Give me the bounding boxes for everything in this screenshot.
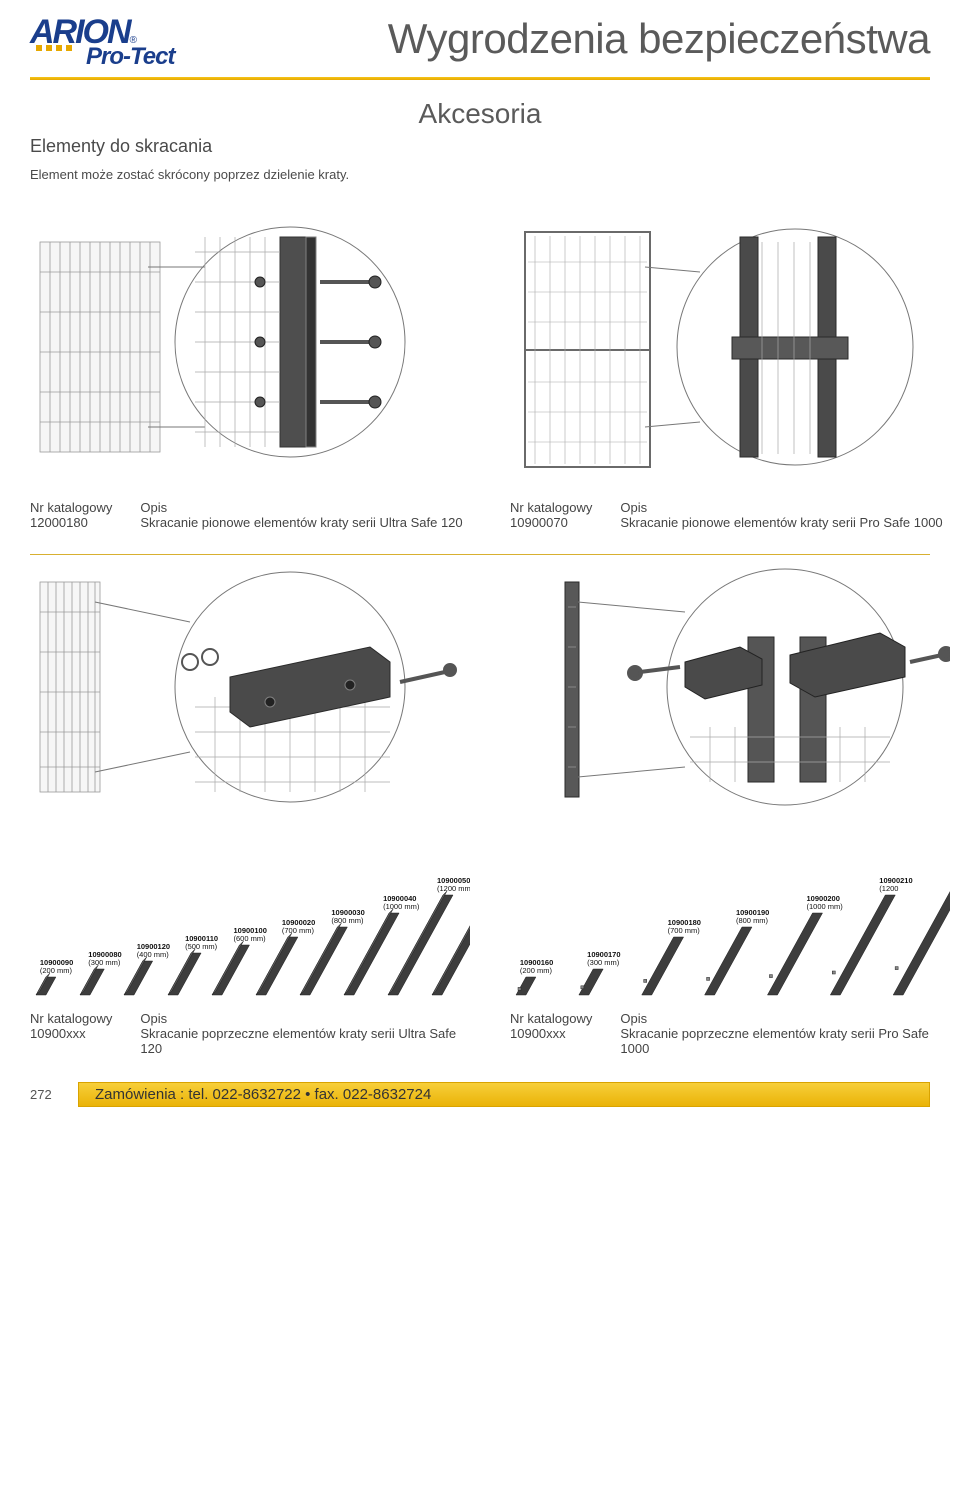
opis-label: Opis	[140, 500, 462, 515]
svg-text:(1200 mm): (1200 mm)	[437, 884, 470, 893]
figure-pro-safe-horizontal	[510, 567, 950, 817]
svg-text:(1200: (1200	[879, 884, 898, 893]
svg-text:(700 mm): (700 mm)	[668, 926, 701, 935]
shortening-heading: Elementy do skracania	[30, 136, 930, 157]
opis-value: Skracanie pionowe elementów kraty serii …	[140, 515, 462, 530]
brand-logo: ARION ® Pro-Tect	[30, 15, 174, 69]
svg-text:(1000 mm): (1000 mm)	[383, 902, 420, 911]
nr-value: 12000180	[30, 515, 112, 530]
svg-text:(300 mm): (300 mm)	[88, 958, 121, 967]
figure-ultra-safe-vertical	[30, 212, 470, 492]
section-title: Akcesoria	[30, 98, 930, 130]
logo-subline: Pro-Tect	[86, 45, 174, 69]
opis-label: Opis	[140, 1011, 470, 1026]
svg-text:(200 mm): (200 mm)	[520, 966, 553, 975]
svg-text:(500 mm): (500 mm)	[185, 942, 218, 951]
opis-label: Opis	[620, 1011, 950, 1026]
opis-value: Skracanie poprzeczne elementów kraty ser…	[140, 1026, 470, 1056]
svg-text:(600 mm): (600 mm)	[234, 934, 267, 943]
shortening-desc: Element może zostać skrócony poprzez dzi…	[30, 167, 930, 182]
figure-ultra-safe-horizontal	[30, 567, 470, 817]
opis-value: Skracanie pionowe elementów kraty serii …	[620, 515, 942, 530]
svg-text:(400 mm): (400 mm)	[137, 950, 170, 959]
figure-pro-safe-vertical	[510, 212, 950, 492]
nr-value: 10900xxx	[510, 1026, 592, 1041]
nr-value: 10900070	[510, 515, 592, 530]
footer-contact: Zamówienia : tel. 022-8632722 • fax. 022…	[78, 1082, 930, 1107]
nr-label: Nr katalogowy	[30, 500, 112, 515]
svg-text:(200 mm): (200 mm)	[40, 966, 73, 975]
svg-text:(1000 mm): (1000 mm)	[807, 902, 844, 911]
bar-series-right: 10900160(200 mm)10900170(300 mm)10900180…	[510, 837, 950, 997]
nr-label: Nr katalogowy	[510, 1011, 592, 1026]
svg-text:(700 mm): (700 mm)	[282, 926, 315, 935]
page-number: 272	[30, 1087, 78, 1102]
svg-text:(800 mm): (800 mm)	[331, 916, 364, 925]
nr-value: 10900xxx	[30, 1026, 112, 1041]
separator-rule	[30, 554, 930, 555]
gold-rule	[30, 77, 930, 80]
bar-series-left: 10900090(200 mm)10900080(300 mm)10900120…	[30, 837, 470, 997]
svg-text:(300 mm): (300 mm)	[587, 958, 620, 967]
nr-label: Nr katalogowy	[510, 500, 592, 515]
page-title: Wygrodzenia bezpieczeństwa	[388, 15, 930, 63]
nr-label: Nr katalogowy	[30, 1011, 112, 1026]
svg-text:(800 mm): (800 mm)	[736, 916, 769, 925]
opis-label: Opis	[620, 500, 942, 515]
opis-value: Skracanie poprzeczne elementów kraty ser…	[620, 1026, 950, 1056]
